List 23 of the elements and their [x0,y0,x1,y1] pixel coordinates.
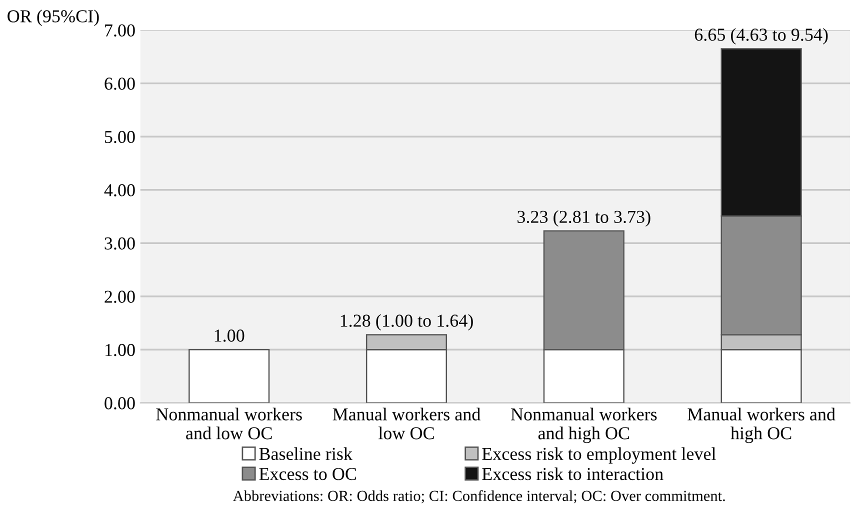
total-label: 1.28 (1.00 to 1.64) [340,314,473,330]
legend-label: Excess risk to interaction [482,467,664,480]
y-tick-label: 0.00 [104,397,135,410]
x-tick-label: Manual workers and high OC [688,408,836,444]
total-label: 1.00 [214,330,244,342]
legend-label: Excess to OC [259,468,356,480]
y-tick-label: 4.00 [104,184,135,196]
bar [188,349,270,403]
legend-label: Baseline risk [259,447,352,460]
y-tick-label: 1.00 [106,344,135,356]
total-label: 3.23 (2.81 to 3.73) [518,210,650,227]
text: Abbreviations: OR: Odds ratio; CI: Confidence interval; OC: Over commitment. [232,490,725,504]
y-tick-label: 7.00 [105,24,135,37]
x-tick-label: Nonmanual workers and low OC [156,408,302,440]
total-label: 6.65 (4.63 to 9.54) [694,28,828,44]
legend-label: Excess risk to employment level [482,447,716,464]
x-tick-label: Nonmanual workers and high OC [510,408,657,444]
y-tick-label: 3.00 [104,237,135,250]
y-tick-label: 6.00 [104,78,135,90]
y-tick-label: 5.00 [104,130,135,144]
x-tick-label: Manual workers and low OC [332,408,480,440]
y-axis-title: OR (95%CI) [8,10,99,26]
y-tick-label: 2.00 [104,290,135,303]
